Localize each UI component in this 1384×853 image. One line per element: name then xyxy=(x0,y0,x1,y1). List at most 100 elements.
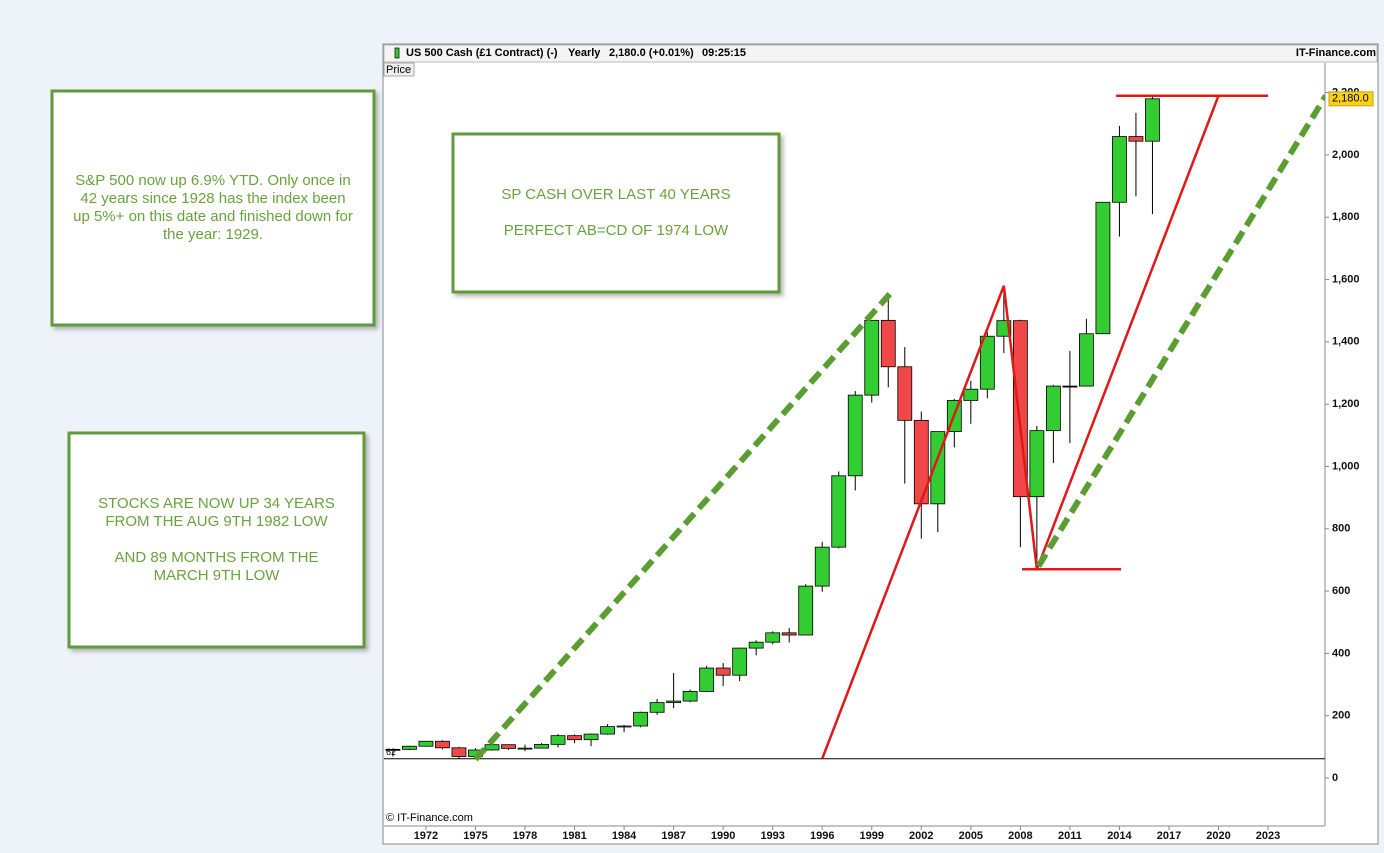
candle-body xyxy=(831,475,847,548)
quote: 2,180.0 (+0.01%) xyxy=(609,47,694,59)
note-text: MARCH 9TH LOW xyxy=(154,567,281,584)
y-tick-label: 0 xyxy=(1332,772,1338,784)
y-tick-label: 600 xyxy=(1332,585,1350,597)
brand: IT-Finance.com xyxy=(1296,47,1376,59)
candle-body xyxy=(501,744,516,749)
candle-body xyxy=(385,748,401,751)
candle-body xyxy=(517,747,533,750)
note-box xyxy=(451,132,781,294)
note-text: S&P 500 now up 6.9% YTD. Only once in xyxy=(75,172,350,189)
candle-body xyxy=(1029,430,1045,498)
candle-body xyxy=(402,745,417,750)
header-bar xyxy=(383,44,1378,63)
candle-body xyxy=(550,735,566,745)
y-tick-label: 1,000 xyxy=(1332,460,1360,472)
candle-body xyxy=(583,733,599,741)
x-tick-label: 2008 xyxy=(1008,830,1032,842)
note-text: the year: 1929. xyxy=(163,226,263,243)
x-tick-label: 1978 xyxy=(513,830,537,842)
x-tick-label: 1999 xyxy=(860,830,884,842)
y-tick-label: 800 xyxy=(1332,523,1350,535)
note-box xyxy=(50,89,376,327)
candle-body xyxy=(715,667,731,676)
candle-body xyxy=(765,632,781,643)
x-tick-label: 2011 xyxy=(1058,830,1082,842)
candle-body xyxy=(1145,98,1160,142)
note-text: 42 years since 1928 has the index been xyxy=(80,190,345,207)
reference-label: 62 xyxy=(386,747,396,757)
candle-body xyxy=(484,744,500,751)
candle-body xyxy=(1128,136,1144,142)
candle-body xyxy=(1079,333,1094,387)
x-tick-label: 2002 xyxy=(909,830,933,842)
note-text: SP CASH OVER LAST 40 YEARS xyxy=(501,186,730,203)
x-tick-label: 2023 xyxy=(1256,830,1280,842)
icon xyxy=(394,47,400,59)
candle-body xyxy=(814,546,830,587)
x-tick-label: 1972 xyxy=(414,830,438,842)
x-tick-label: 1975 xyxy=(463,830,487,842)
candle-body xyxy=(1045,385,1061,432)
notes: S&P 500 now up 6.9% YTD. Only once in42 … xyxy=(50,89,781,649)
candle-body xyxy=(1112,136,1127,203)
candle-body xyxy=(699,667,715,692)
candle-body xyxy=(451,747,467,757)
note-text: STOCKS ARE NOW UP 34 YEARS xyxy=(98,495,335,512)
x-tick-label: 2017 xyxy=(1157,830,1181,842)
x-tick-label: 2014 xyxy=(1107,830,1132,842)
candle-body xyxy=(633,711,648,727)
candle-body xyxy=(864,319,880,396)
candle-body xyxy=(600,726,615,735)
last-value-box xyxy=(1328,91,1374,107)
x-tick-label: 1990 xyxy=(711,830,735,842)
candle-body xyxy=(748,641,764,649)
candle-body xyxy=(732,647,748,676)
dashed-trend-line xyxy=(1035,94,1325,568)
period: Yearly xyxy=(568,47,601,59)
candle-body xyxy=(1095,201,1111,335)
candle-body xyxy=(880,319,896,368)
y-tick-label: 1,600 xyxy=(1332,273,1360,285)
time: 09:25:15 xyxy=(702,47,746,59)
candle-body xyxy=(534,743,549,749)
y-tick-label: 1,200 xyxy=(1332,398,1360,410)
y-tick-label: 1,400 xyxy=(1332,336,1360,348)
y-tick-label: 2,000 xyxy=(1332,149,1360,161)
copyright: © IT-Finance.com xyxy=(386,812,473,824)
note-box xyxy=(67,431,366,649)
y-tick-label: 400 xyxy=(1332,647,1350,659)
x-tick-label: 1996 xyxy=(810,830,834,842)
panel-label: Price xyxy=(386,64,411,76)
note-text: AND 89 MONTHS FROM THE xyxy=(115,549,319,566)
last-value-label: 2,180.0 xyxy=(1332,93,1369,105)
candle-body xyxy=(979,335,995,390)
x-tick-label: 1984 xyxy=(612,830,637,842)
candle-body xyxy=(682,691,698,702)
candle-body xyxy=(567,735,582,741)
x-tick-label: 1981 xyxy=(562,830,586,842)
trend-line xyxy=(821,95,1220,760)
y-tick-label: 1,800 xyxy=(1332,211,1360,223)
candle-body xyxy=(798,585,814,636)
candle-body xyxy=(435,740,450,749)
note-text: up 5%+ on this date and finished down fo… xyxy=(73,208,353,225)
candle-body xyxy=(666,700,682,704)
candle-body xyxy=(963,388,979,401)
x-tick-label: 1987 xyxy=(661,830,685,842)
axes: 1972 1975 1978 1981 1984 1987 1990 1993 1996 1999… xyxy=(414,87,1374,842)
note-text: FROM THE AUG 9TH 1982 LOW xyxy=(105,513,328,530)
note-text: PERFECT AB=CD OF 1974 LOW xyxy=(504,222,729,239)
candle-body xyxy=(1062,385,1078,388)
candle-body xyxy=(897,366,913,421)
x-tick-label: 1993 xyxy=(760,830,784,842)
x-tick-label: 2005 xyxy=(959,830,983,842)
candle-body xyxy=(649,702,665,713)
y-tick-label: 200 xyxy=(1332,710,1350,722)
panel-tag xyxy=(383,62,415,77)
candle-body xyxy=(616,725,632,728)
candle-body xyxy=(418,740,434,747)
x-tick-label: 2020 xyxy=(1206,830,1230,842)
candle-body xyxy=(781,632,797,636)
